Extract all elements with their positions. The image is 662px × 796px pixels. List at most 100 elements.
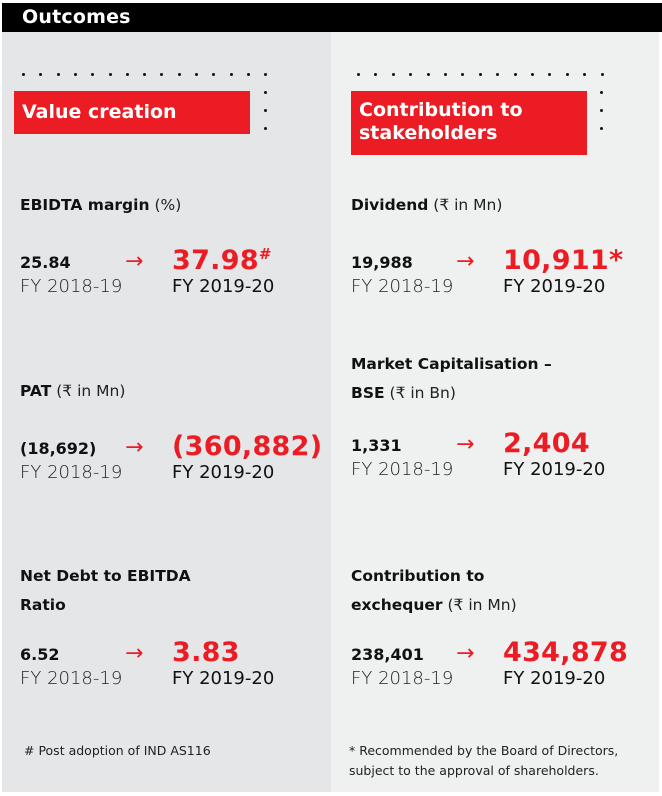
current-value: (360,882) bbox=[172, 431, 323, 462]
metric-title: Dividend bbox=[351, 196, 429, 214]
dot bbox=[264, 91, 267, 94]
current-year: FY 2019-20 bbox=[503, 668, 606, 689]
arrow-right-icon: → bbox=[125, 435, 144, 460]
dot bbox=[56, 73, 60, 76]
previous-value: 25.84 bbox=[20, 253, 71, 272]
metric-net-debt-ebitda: Net Debt to EBITDA Ratio 6.52 → 3.83 FY … bbox=[20, 562, 320, 692]
current-value: 3.83 bbox=[172, 637, 240, 668]
tag-label-line2: stakeholders bbox=[359, 122, 498, 144]
previous-value: 19,988 bbox=[351, 253, 413, 272]
metric-dividend: Dividend (₹ in Mn) 19,988 → 10,911* FY 2… bbox=[351, 191, 651, 300]
dot bbox=[391, 73, 395, 76]
stakeholders-panel: Contribution to stakeholders Dividend (₹… bbox=[331, 32, 659, 792]
dot bbox=[583, 73, 587, 76]
current-year: FY 2019-20 bbox=[503, 276, 606, 297]
current-year: FY 2019-20 bbox=[172, 276, 275, 297]
current-year: FY 2019-20 bbox=[172, 668, 275, 689]
metric-title: EBIDTA margin bbox=[20, 196, 150, 214]
dotted-rule-vertical bbox=[600, 73, 604, 133]
arrow-right-icon: → bbox=[125, 249, 144, 274]
dot bbox=[357, 73, 360, 76]
arrow-right-icon: → bbox=[456, 249, 475, 274]
dotted-rule-vertical bbox=[264, 73, 268, 133]
footnote: * Recommended by the Board of Directors,… bbox=[349, 741, 618, 781]
metric-title: PAT bbox=[20, 382, 52, 400]
metric-title-line1: Contribution to bbox=[351, 567, 485, 585]
arrow-right-icon: → bbox=[125, 641, 144, 666]
dot bbox=[461, 73, 465, 76]
dot bbox=[513, 73, 517, 76]
dot bbox=[91, 73, 95, 76]
previous-value: 6.52 bbox=[20, 645, 60, 664]
dot bbox=[177, 73, 181, 76]
current-value: 2,404 bbox=[503, 428, 590, 459]
dot bbox=[478, 73, 482, 76]
stakeholders-tag: Contribution to stakeholders bbox=[351, 91, 587, 155]
section-title: Outcomes bbox=[22, 6, 131, 28]
current-value-text: 10,911 bbox=[503, 245, 609, 276]
dot bbox=[125, 73, 129, 76]
metric-unit: (₹ in Mn) bbox=[433, 196, 503, 214]
dot bbox=[374, 73, 378, 76]
metric-exchequer: Contribution to exchequer (₹ in Mn) 238,… bbox=[351, 562, 651, 692]
dot bbox=[600, 109, 603, 112]
dotted-rule-horizontal bbox=[357, 73, 607, 77]
current-value-text: 37.98 bbox=[172, 245, 259, 276]
dot bbox=[39, 73, 43, 76]
dot bbox=[548, 73, 552, 76]
dotted-rule-horizontal bbox=[22, 73, 272, 77]
dot bbox=[264, 127, 267, 130]
value-creation-tag: Value creation bbox=[14, 91, 250, 134]
dot bbox=[565, 73, 569, 76]
footnote-marker: # bbox=[258, 245, 272, 263]
footnote-line1: * Recommended by the Board of Directors, bbox=[349, 743, 619, 758]
metric-unit: (₹ in Mn) bbox=[447, 596, 517, 614]
metric-unit: (%) bbox=[154, 196, 182, 214]
previous-year: FY 2018-19 bbox=[20, 276, 123, 297]
dot bbox=[73, 73, 77, 76]
dot bbox=[22, 73, 25, 76]
footnote: # Post adoption of IND AS116 bbox=[24, 743, 211, 758]
previous-value: 238,401 bbox=[351, 645, 424, 664]
metric-market-cap: Market Capitalisation – BSE (₹ in Bn) 1,… bbox=[351, 350, 651, 483]
value-creation-panel: Value creation EBIDTA margin (%) 25.84 →… bbox=[2, 32, 331, 792]
metric-pat: PAT (₹ in Mn) (18,692) → (360,882) FY 20… bbox=[20, 377, 323, 486]
metric-unit: (₹ in Bn) bbox=[389, 384, 456, 402]
dot bbox=[444, 73, 447, 76]
footnote-marker: * bbox=[609, 245, 624, 276]
dot bbox=[426, 73, 430, 76]
previous-year: FY 2018-19 bbox=[351, 276, 454, 297]
dot bbox=[246, 73, 250, 76]
metric-title-line2: Ratio bbox=[20, 596, 66, 614]
metric-title-line1: Net Debt to EBITDA bbox=[20, 567, 191, 585]
previous-value: 1,331 bbox=[351, 436, 402, 455]
dot bbox=[143, 73, 147, 76]
dot bbox=[160, 73, 164, 76]
dot bbox=[600, 91, 603, 94]
metric-title-line1: Market Capitalisation – bbox=[351, 355, 552, 373]
dot bbox=[600, 73, 604, 76]
dot bbox=[600, 127, 603, 130]
dot bbox=[212, 73, 216, 76]
current-year: FY 2019-20 bbox=[503, 459, 606, 480]
previous-year: FY 2018-19 bbox=[20, 668, 123, 689]
dot bbox=[496, 73, 500, 76]
metric-title-line2: BSE bbox=[351, 384, 385, 402]
metric-unit: (₹ in Mn) bbox=[56, 382, 126, 400]
dot bbox=[264, 73, 268, 76]
section-header: Outcomes bbox=[2, 3, 662, 32]
arrow-right-icon: → bbox=[456, 432, 475, 457]
footnote-line2: subject to the approval of shareholders. bbox=[349, 763, 599, 778]
dot bbox=[108, 73, 112, 76]
previous-year: FY 2018-19 bbox=[351, 668, 454, 689]
metric-title-line2: exchequer bbox=[351, 596, 443, 614]
dot bbox=[264, 109, 267, 112]
metric-ebidta-margin: EBIDTA margin (%) 25.84 → 37.98# FY 2018… bbox=[20, 191, 320, 300]
current-value: 10,911* bbox=[503, 245, 623, 276]
dot bbox=[195, 73, 198, 76]
tag-label: Value creation bbox=[22, 101, 177, 123]
dot bbox=[409, 73, 413, 76]
previous-value: (18,692) bbox=[20, 439, 97, 458]
arrow-right-icon: → bbox=[456, 641, 475, 666]
current-value: 37.98# bbox=[172, 245, 272, 276]
